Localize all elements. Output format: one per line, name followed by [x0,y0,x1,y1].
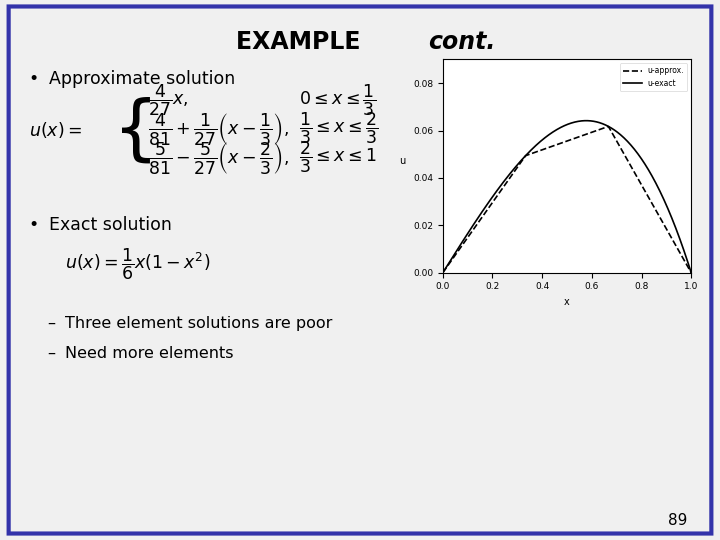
Text: $\dfrac{4}{27}x,$: $\dfrac{4}{27}x,$ [148,82,188,118]
Text: –: – [47,346,55,361]
u-exact [582,117,590,124]
Y-axis label: u: u [399,156,405,166]
Text: $u(x) =$: $u(x) =$ [29,119,82,140]
Text: Exact solution: Exact solution [49,216,172,234]
u-approx. [642,191,651,198]
u-approx. [687,269,696,276]
u-exact [687,269,696,276]
Text: $0 \leq x \leq \dfrac{1}{3}$: $0 \leq x \leq \dfrac{1}{3}$ [299,82,376,118]
u-exact [587,118,595,124]
Text: EXAMPLE: EXAMPLE [236,30,369,53]
Text: $\dfrac{2}{3} \leq x \leq 1$: $\dfrac{2}{3} \leq x \leq 1$ [299,140,377,176]
Text: 89: 89 [668,513,688,528]
Text: •: • [29,216,39,234]
Text: Need more elements: Need more elements [65,346,233,361]
Text: •: • [29,70,39,88]
u-approx. [438,269,447,276]
Text: $\dfrac{1}{3} \leq x \leq \dfrac{2}{3}$: $\dfrac{1}{3} \leq x \leq \dfrac{2}{3}$ [299,111,378,146]
u-exact [681,253,690,259]
Text: cont.: cont. [428,30,496,53]
u-exact [557,124,565,131]
Text: $\{$: $\{$ [112,96,150,166]
u-approx. [604,123,613,130]
u-exact [642,164,651,171]
Text: –: – [47,316,55,331]
X-axis label: x: x [564,297,570,307]
Line: u-approx.: u-approx. [443,126,691,273]
Text: $\dfrac{5}{81}-\dfrac{5}{27}\left(x-\dfrac{2}{3}\right),$: $\dfrac{5}{81}-\dfrac{5}{27}\left(x-\dfr… [148,140,289,176]
u-approx. [557,140,565,146]
Legend: u-approx., u-exact: u-approx., u-exact [620,63,688,91]
Text: Approximate solution: Approximate solution [49,70,235,88]
u-exact [438,269,447,276]
Line: u-exact: u-exact [443,120,691,273]
u-approx. [681,260,690,266]
u-approx. [558,139,567,146]
u-approx. [586,130,595,136]
Text: $\dfrac{4}{81}+\dfrac{1}{27}\left(x-\dfrac{1}{3}\right),$: $\dfrac{4}{81}+\dfrac{1}{27}\left(x-\dfr… [148,111,289,146]
Text: Three element solutions are poor: Three element solutions are poor [65,316,332,331]
u-exact [573,118,582,125]
Text: $u(x) = \dfrac{1}{6}x\left(1 - x^2\right)$: $u(x) = \dfrac{1}{6}x\left(1 - x^2\right… [65,247,210,282]
u-approx. [573,134,582,140]
u-exact [558,124,567,130]
